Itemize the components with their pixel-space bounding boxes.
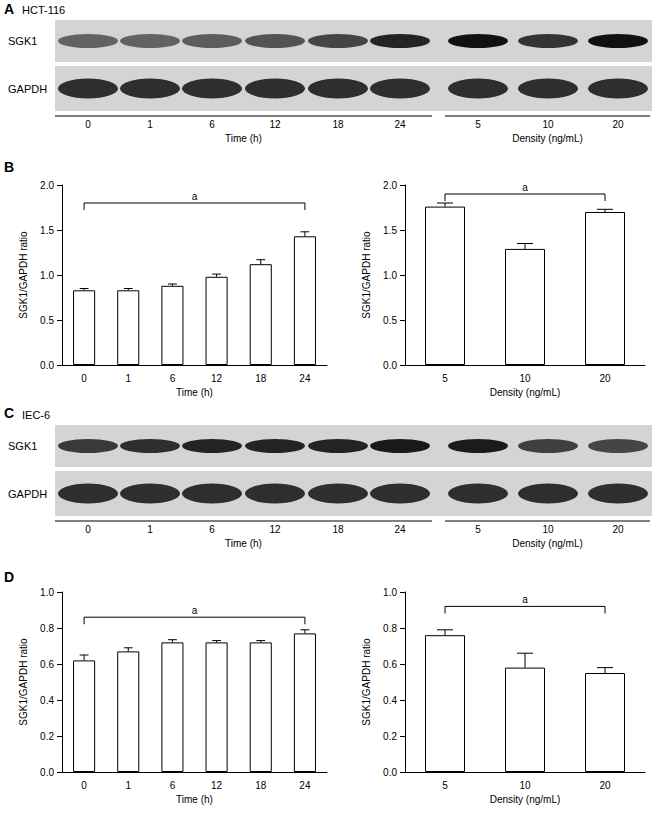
svg-text:Density (ng/mL): Density (ng/mL) [512, 538, 583, 549]
svg-text:SGK1/GAPDH ratio: SGK1/GAPDH ratio [361, 231, 372, 319]
svg-text:5: 5 [442, 780, 448, 791]
svg-text:0.0: 0.0 [40, 767, 54, 778]
svg-text:a: a [522, 594, 528, 605]
svg-text:10: 10 [519, 780, 531, 791]
svg-text:1.0: 1.0 [383, 587, 397, 598]
svg-text:20: 20 [599, 373, 611, 384]
svg-text:Time (h): Time (h) [225, 538, 262, 549]
svg-text:24: 24 [394, 524, 406, 535]
svg-text:1.5: 1.5 [383, 225, 397, 236]
svg-text:0.5: 0.5 [383, 315, 397, 326]
svg-text:0.0: 0.0 [40, 360, 54, 371]
svg-text:0.0: 0.0 [383, 360, 397, 371]
svg-text:0.5: 0.5 [40, 315, 54, 326]
svg-text:1: 1 [147, 119, 153, 130]
svg-text:0.4: 0.4 [40, 695, 54, 706]
svg-text:1: 1 [147, 524, 153, 535]
svg-text:B: B [4, 159, 14, 175]
svg-text:24: 24 [299, 780, 311, 791]
svg-text:10: 10 [542, 119, 554, 130]
svg-text:5: 5 [475, 524, 481, 535]
svg-text:A: A [4, 1, 14, 17]
svg-text:10: 10 [542, 524, 554, 535]
svg-text:5: 5 [475, 119, 481, 130]
svg-text:18: 18 [255, 373, 267, 384]
svg-text:IEC-6: IEC-6 [22, 409, 50, 421]
svg-text:1.0: 1.0 [40, 587, 54, 598]
svg-text:1.5: 1.5 [40, 225, 54, 236]
svg-text:Time (h): Time (h) [225, 133, 262, 144]
svg-text:5: 5 [442, 373, 448, 384]
svg-text:SGK1: SGK1 [8, 440, 37, 452]
svg-text:18: 18 [332, 119, 344, 130]
svg-text:Density (ng/mL): Density (ng/mL) [490, 794, 561, 805]
svg-text:6: 6 [170, 780, 176, 791]
svg-text:0.6: 0.6 [40, 659, 54, 670]
svg-text:0.0: 0.0 [383, 767, 397, 778]
svg-text:12: 12 [269, 524, 281, 535]
svg-text:0.8: 0.8 [40, 623, 54, 634]
svg-text:C: C [4, 405, 14, 421]
svg-text:Density (ng/mL): Density (ng/mL) [490, 387, 561, 398]
svg-text:Time (h): Time (h) [176, 387, 213, 398]
svg-text:a: a [192, 605, 198, 616]
svg-text:SGK1/GAPDH ratio: SGK1/GAPDH ratio [18, 231, 29, 319]
svg-text:20: 20 [612, 524, 624, 535]
svg-text:18: 18 [332, 524, 344, 535]
svg-text:20: 20 [599, 780, 611, 791]
svg-text:1.0: 1.0 [40, 270, 54, 281]
svg-text:SGK1/GAPDH ratio: SGK1/GAPDH ratio [361, 638, 372, 726]
svg-text:20: 20 [612, 119, 624, 130]
svg-text:1.0: 1.0 [383, 270, 397, 281]
svg-text:12: 12 [211, 373, 223, 384]
svg-text:0: 0 [85, 119, 91, 130]
svg-text:HCT-116: HCT-116 [22, 4, 65, 16]
svg-text:2.0: 2.0 [383, 180, 397, 191]
svg-text:24: 24 [394, 119, 406, 130]
svg-text:12: 12 [211, 780, 223, 791]
svg-text:0: 0 [81, 373, 87, 384]
svg-text:GAPDH: GAPDH [8, 488, 47, 500]
svg-text:Time (h): Time (h) [176, 794, 213, 805]
svg-text:GAPDH: GAPDH [8, 83, 47, 95]
svg-text:6: 6 [170, 373, 176, 384]
svg-text:2.0: 2.0 [40, 180, 54, 191]
svg-text:0.8: 0.8 [383, 623, 397, 634]
svg-text:SGK1: SGK1 [8, 35, 37, 47]
svg-text:a: a [192, 191, 198, 202]
svg-text:24: 24 [299, 373, 311, 384]
svg-text:1: 1 [125, 780, 131, 791]
svg-text:6: 6 [209, 119, 215, 130]
svg-text:0: 0 [85, 524, 91, 535]
svg-text:0.2: 0.2 [383, 731, 397, 742]
svg-text:10: 10 [519, 373, 531, 384]
svg-text:0.6: 0.6 [383, 659, 397, 670]
svg-text:0.2: 0.2 [40, 731, 54, 742]
svg-text:12: 12 [269, 119, 281, 130]
svg-text:0: 0 [81, 780, 87, 791]
svg-text:1: 1 [125, 373, 131, 384]
svg-text:18: 18 [255, 780, 267, 791]
svg-text:D: D [4, 569, 14, 585]
svg-text:SGK1/GAPDH ratio: SGK1/GAPDH ratio [18, 638, 29, 726]
svg-text:Density (ng/mL): Density (ng/mL) [512, 133, 583, 144]
svg-text:0.4: 0.4 [383, 695, 397, 706]
svg-text:a: a [522, 182, 528, 193]
svg-text:6: 6 [209, 524, 215, 535]
